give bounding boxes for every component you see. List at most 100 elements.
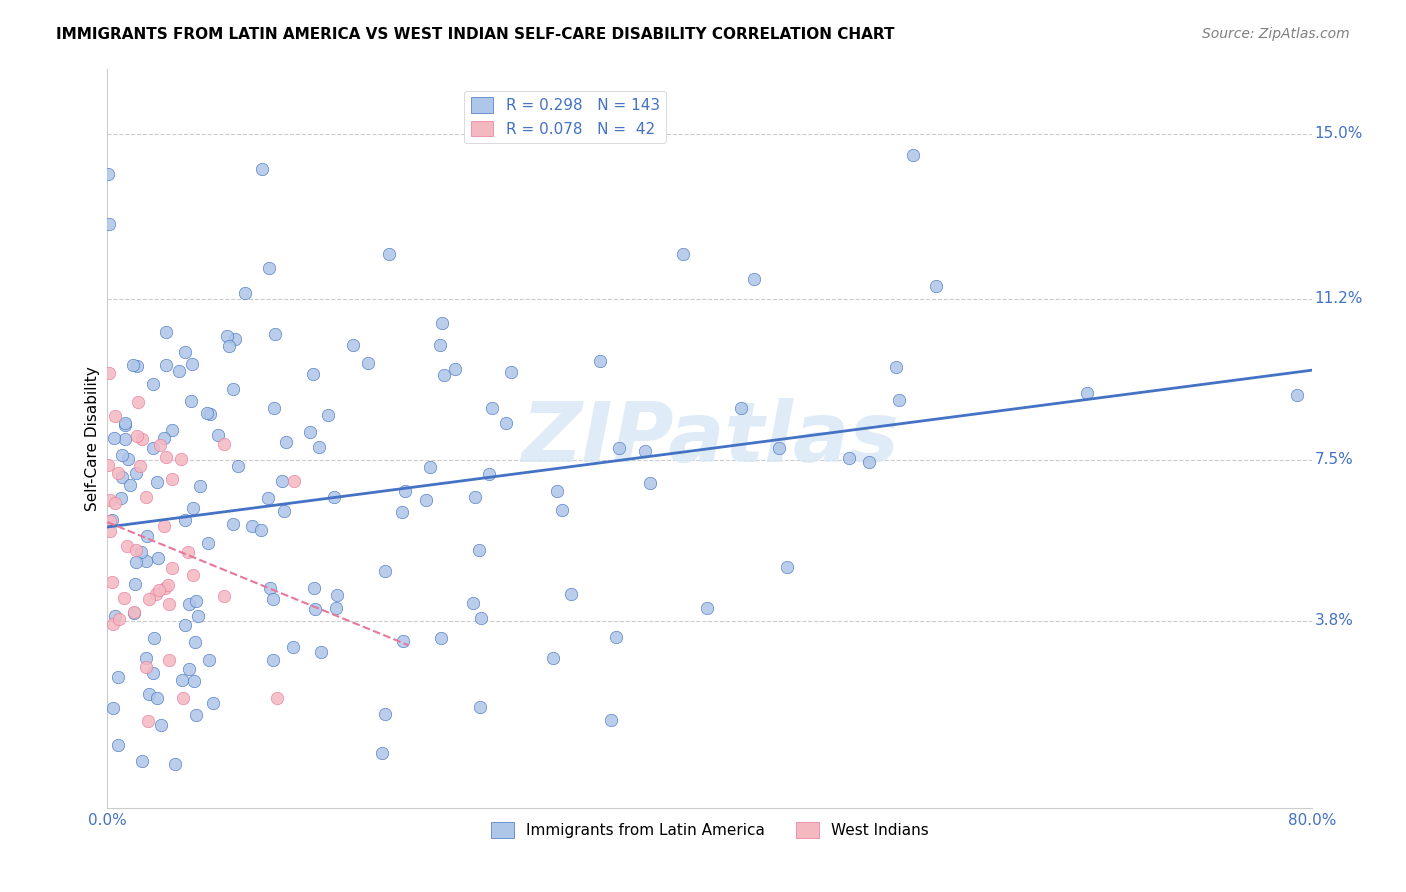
West Indians [156, 578, 179, 592]
West Indians [181, 568, 204, 582]
Immigrants from Latin America [167, 364, 190, 378]
Immigrants from Latin America [111, 470, 134, 484]
Immigrants from Latin America [153, 431, 176, 445]
West Indians [283, 474, 305, 488]
West Indians [112, 591, 135, 606]
Immigrants from Latin America [638, 475, 661, 490]
Immigrants from Latin America [136, 529, 159, 543]
West Indians [97, 458, 120, 473]
Immigrants from Latin America [174, 344, 197, 359]
Immigrants from Latin America [378, 247, 401, 261]
Immigrants from Latin America [499, 365, 522, 379]
Immigrants from Latin America [634, 443, 657, 458]
Immigrants from Latin America [170, 673, 193, 687]
West Indians [98, 524, 121, 538]
Immigrants from Latin America [605, 630, 627, 644]
Immigrants from Latin America [903, 148, 925, 162]
Immigrants from Latin America [304, 601, 326, 615]
Immigrants from Latin America [273, 504, 295, 518]
West Indians [124, 543, 146, 558]
Immigrants from Latin America [546, 484, 568, 499]
Immigrants from Latin America [97, 217, 120, 231]
West Indians [131, 432, 153, 446]
Immigrants from Latin America [222, 517, 245, 532]
Immigrants from Latin America [142, 631, 165, 645]
West Indians [122, 605, 145, 619]
Immigrants from Latin America [283, 640, 305, 655]
West Indians [153, 582, 176, 596]
Immigrants from Latin America [463, 596, 485, 610]
West Indians [172, 690, 194, 705]
Immigrants from Latin America [142, 665, 165, 680]
Immigrants from Latin America [207, 427, 229, 442]
Immigrants from Latin America [730, 401, 752, 415]
Immigrants from Latin America [481, 401, 503, 415]
Immigrants from Latin America [200, 407, 222, 421]
Immigrants from Latin America [302, 367, 325, 381]
West Indians [98, 515, 121, 529]
Immigrants from Latin America [600, 714, 623, 728]
Immigrants from Latin America [886, 359, 908, 374]
Immigrants from Latin America [186, 707, 208, 722]
Immigrants from Latin America [299, 425, 322, 440]
Immigrants from Latin America [370, 746, 392, 760]
West Indians [125, 428, 148, 442]
Immigrants from Latin America [179, 662, 201, 676]
Immigrants from Latin America [233, 286, 256, 301]
Immigrants from Latin America [430, 316, 453, 330]
Immigrants from Latin America [114, 417, 136, 431]
Immigrants from Latin America [103, 431, 125, 445]
Immigrants from Latin America [240, 518, 263, 533]
Immigrants from Latin America [419, 460, 441, 475]
Immigrants from Latin America [183, 673, 205, 688]
Immigrants from Latin America [146, 551, 169, 566]
Immigrants from Latin America [250, 162, 273, 177]
Immigrants from Latin America [179, 597, 201, 611]
Immigrants from Latin America [1076, 386, 1098, 401]
Immigrants from Latin America [155, 325, 177, 339]
Immigrants from Latin America [174, 618, 197, 632]
Immigrants from Latin America [135, 650, 157, 665]
Immigrants from Latin America [271, 474, 294, 488]
Immigrants from Latin America [672, 247, 695, 261]
Immigrants from Latin America [114, 417, 136, 432]
Immigrants from Latin America [541, 651, 564, 665]
Immigrants from Latin America [550, 502, 572, 516]
Immigrants from Latin America [180, 393, 202, 408]
Immigrants from Latin America [259, 581, 281, 595]
Immigrants from Latin America [195, 405, 218, 419]
West Indians [148, 583, 170, 598]
Text: Source: ZipAtlas.com: Source: ZipAtlas.com [1202, 27, 1350, 41]
Immigrants from Latin America [433, 368, 456, 382]
West Indians [157, 653, 180, 667]
Immigrants from Latin America [768, 442, 790, 456]
Immigrants from Latin America [155, 358, 177, 372]
West Indians [104, 409, 127, 423]
Immigrants from Latin America [125, 359, 148, 374]
West Indians [103, 616, 125, 631]
Immigrants from Latin America [197, 535, 219, 549]
Text: 15.0%: 15.0% [1315, 127, 1362, 141]
Immigrants from Latin America [262, 653, 284, 667]
Immigrants from Latin America [887, 393, 910, 408]
Immigrants from Latin America [228, 458, 250, 473]
Immigrants from Latin America [131, 754, 153, 768]
Immigrants from Latin America [478, 467, 501, 482]
West Indians [135, 490, 157, 504]
Text: 3.8%: 3.8% [1315, 614, 1354, 628]
Immigrants from Latin America [308, 440, 330, 454]
Immigrants from Latin America [470, 700, 492, 714]
West Indians [177, 545, 200, 559]
Immigrants from Latin America [124, 577, 146, 591]
Immigrants from Latin America [316, 409, 339, 423]
West Indians [107, 612, 129, 626]
Immigrants from Latin America [142, 377, 165, 392]
Immigrants from Latin America [222, 382, 245, 396]
Immigrants from Latin America [250, 523, 273, 537]
Immigrants from Latin America [187, 609, 209, 624]
West Indians [157, 597, 180, 611]
West Indians [115, 539, 138, 553]
Immigrants from Latin America [470, 611, 492, 625]
Immigrants from Latin America [264, 326, 287, 341]
Immigrants from Latin America [468, 543, 491, 558]
